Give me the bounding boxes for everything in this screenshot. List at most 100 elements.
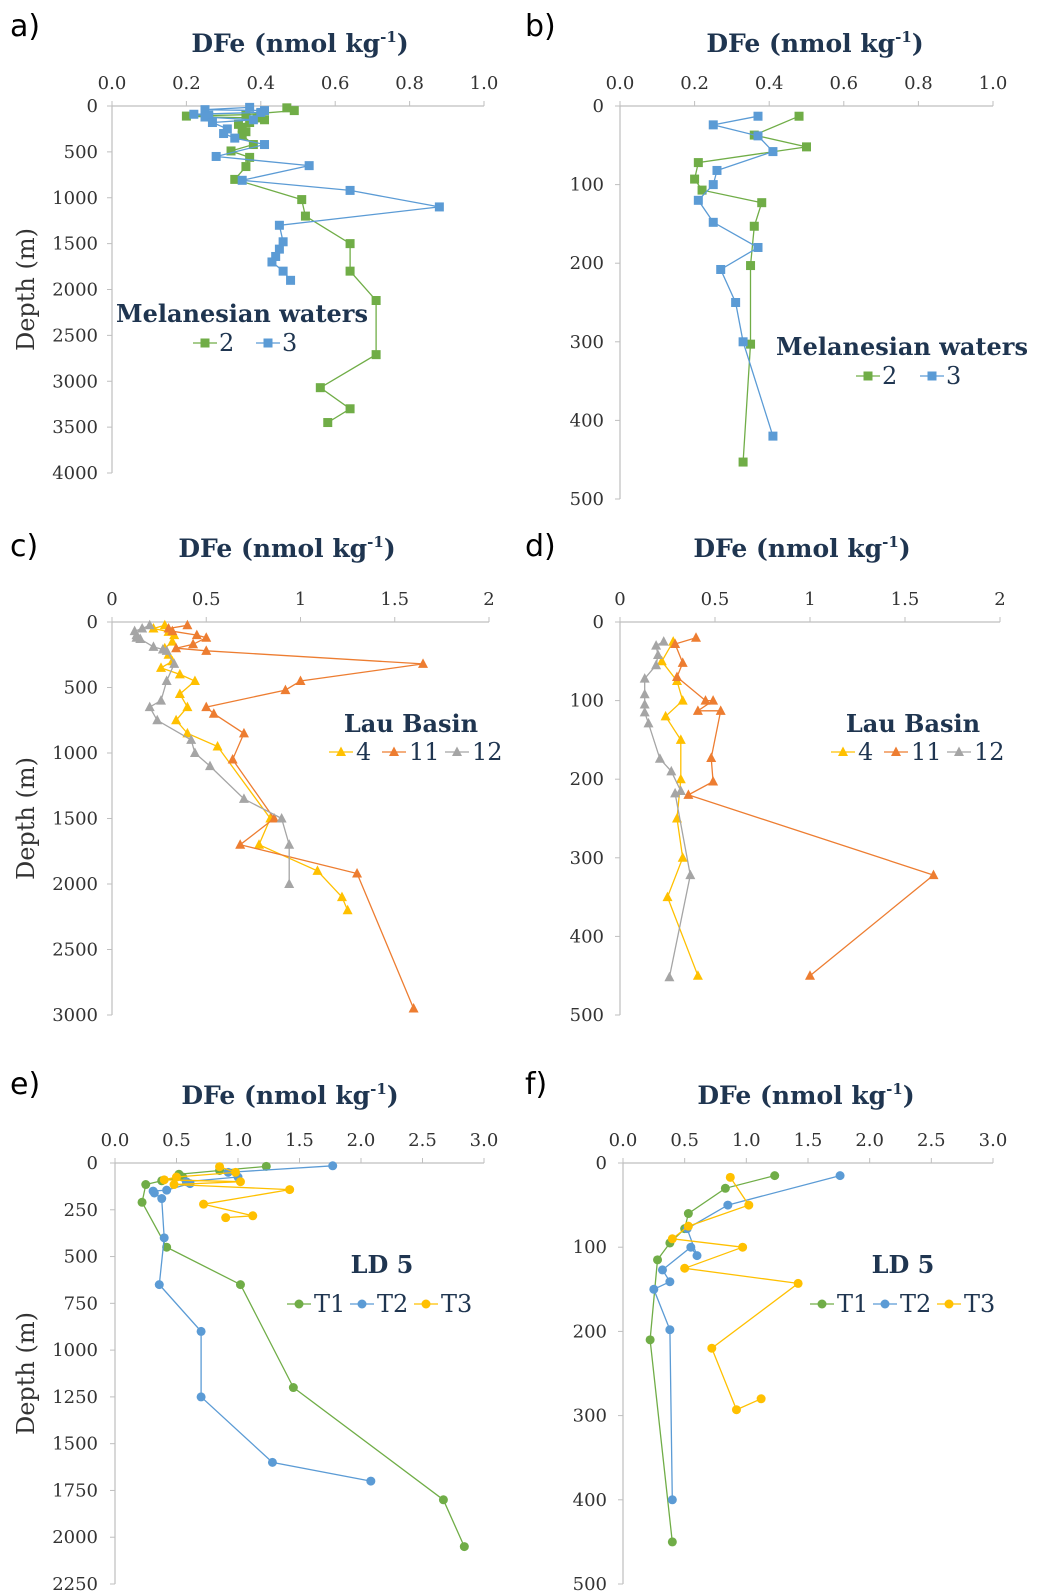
legend-swatch-marker xyxy=(336,746,346,756)
series-line xyxy=(670,1176,800,1411)
series-line xyxy=(151,1165,371,1482)
data-point xyxy=(677,657,688,667)
data-point xyxy=(186,734,197,744)
data-point xyxy=(643,717,654,728)
series-T3 xyxy=(159,1162,295,1223)
data-point xyxy=(408,1002,419,1013)
x-tick-label: 0.2 xyxy=(680,73,709,94)
series-T2 xyxy=(649,1171,845,1505)
data-point xyxy=(256,107,266,117)
data-point xyxy=(238,793,249,803)
data-point xyxy=(230,174,240,184)
data-point xyxy=(248,140,258,150)
chart-panel-e: e) DFe (nmol kg-1) 0.0 0.5 1.0 1.5 2.0 2.5 3.0 0 2… xyxy=(10,1067,498,1591)
y-tick-label: 250 xyxy=(64,1200,98,1221)
data-point xyxy=(639,706,650,717)
data-point xyxy=(171,714,182,725)
data-point xyxy=(746,261,756,271)
data-point xyxy=(235,1177,245,1187)
data-point xyxy=(226,146,236,156)
x-tick-label: 2.0 xyxy=(347,1130,376,1151)
data-point xyxy=(749,221,759,231)
x-tick-label: 0.0 xyxy=(606,73,635,94)
data-point xyxy=(157,1194,167,1204)
data-point xyxy=(352,868,363,878)
data-point xyxy=(345,239,355,249)
data-point xyxy=(756,1394,766,1404)
x-tick-label: 0.0 xyxy=(98,73,127,94)
y-tick-label: 1750 xyxy=(52,1480,98,1501)
data-point xyxy=(768,431,778,441)
data-point xyxy=(342,904,353,915)
y-axis-title: Depth (m) xyxy=(12,757,40,880)
data-point xyxy=(667,1234,677,1244)
data-point xyxy=(336,891,347,902)
series-T1 xyxy=(137,1161,469,1552)
legend-label: 4 xyxy=(858,738,873,766)
data-point xyxy=(261,1161,271,1171)
data-point xyxy=(639,699,650,709)
data-point xyxy=(284,839,295,849)
data-point xyxy=(227,754,238,764)
data-point xyxy=(753,111,763,121)
legend-title: LD 5 xyxy=(351,1250,414,1279)
data-point xyxy=(212,740,223,751)
y-tick-label: 0 xyxy=(596,1153,607,1174)
y-tick-label: 0 xyxy=(87,96,98,117)
y-tick-label: 0 xyxy=(87,1153,98,1174)
legend-swatch-marker xyxy=(927,371,937,381)
data-point xyxy=(708,120,718,130)
data-point xyxy=(672,671,682,682)
data-point xyxy=(654,753,665,763)
data-point xyxy=(288,1383,298,1393)
data-point xyxy=(656,655,667,666)
series-2 xyxy=(690,111,811,467)
data-point xyxy=(683,1221,693,1231)
x-axis-title: DFe (nmol kg-1) xyxy=(706,28,923,58)
data-point xyxy=(196,1392,206,1402)
series-line xyxy=(652,1174,841,1500)
data-point xyxy=(835,1171,845,1181)
data-point xyxy=(706,752,717,762)
data-point xyxy=(731,1405,741,1415)
data-point xyxy=(141,1180,151,1190)
data-point xyxy=(284,878,295,888)
data-point xyxy=(693,195,703,205)
y-tick-label: 200 xyxy=(570,253,604,274)
data-point xyxy=(205,760,216,771)
data-point xyxy=(152,714,163,725)
data-point xyxy=(148,641,159,651)
legend-label: 11 xyxy=(409,738,440,766)
data-point xyxy=(323,418,333,428)
y-tick-label: 3500 xyxy=(52,417,98,438)
x-axis-title: DFe (nmol kg-1) xyxy=(181,1080,398,1110)
data-point xyxy=(649,1284,659,1294)
legend-swatch-marker xyxy=(357,1299,367,1309)
x-tick-label: 1.0 xyxy=(224,1130,253,1151)
data-point xyxy=(708,217,718,227)
series-line xyxy=(141,1165,465,1547)
data-point xyxy=(746,339,756,349)
data-point xyxy=(196,1326,206,1336)
series-3 xyxy=(189,102,444,285)
x-tick-label: 1.0 xyxy=(470,73,499,94)
data-point xyxy=(201,632,212,642)
legend-label: 3 xyxy=(282,329,297,357)
data-point xyxy=(693,158,703,168)
legend-label: 11 xyxy=(911,738,942,766)
series-line xyxy=(693,115,807,463)
data-point xyxy=(645,1335,655,1345)
data-point xyxy=(667,1537,677,1547)
series-line xyxy=(674,637,935,977)
x-tick-label: 2 xyxy=(483,589,494,610)
x-tick-label: 0.5 xyxy=(670,1130,699,1151)
x-tick-label: 0.4 xyxy=(246,73,275,94)
data-point xyxy=(162,1242,172,1252)
data-point xyxy=(135,633,146,644)
x-tick-label: 3.0 xyxy=(979,1130,1008,1151)
legend-swatch-marker xyxy=(263,338,273,348)
panel-label: d) xyxy=(525,529,556,564)
data-point xyxy=(167,625,178,636)
x-tick-label: 0.5 xyxy=(192,589,221,610)
data-point xyxy=(677,695,688,705)
